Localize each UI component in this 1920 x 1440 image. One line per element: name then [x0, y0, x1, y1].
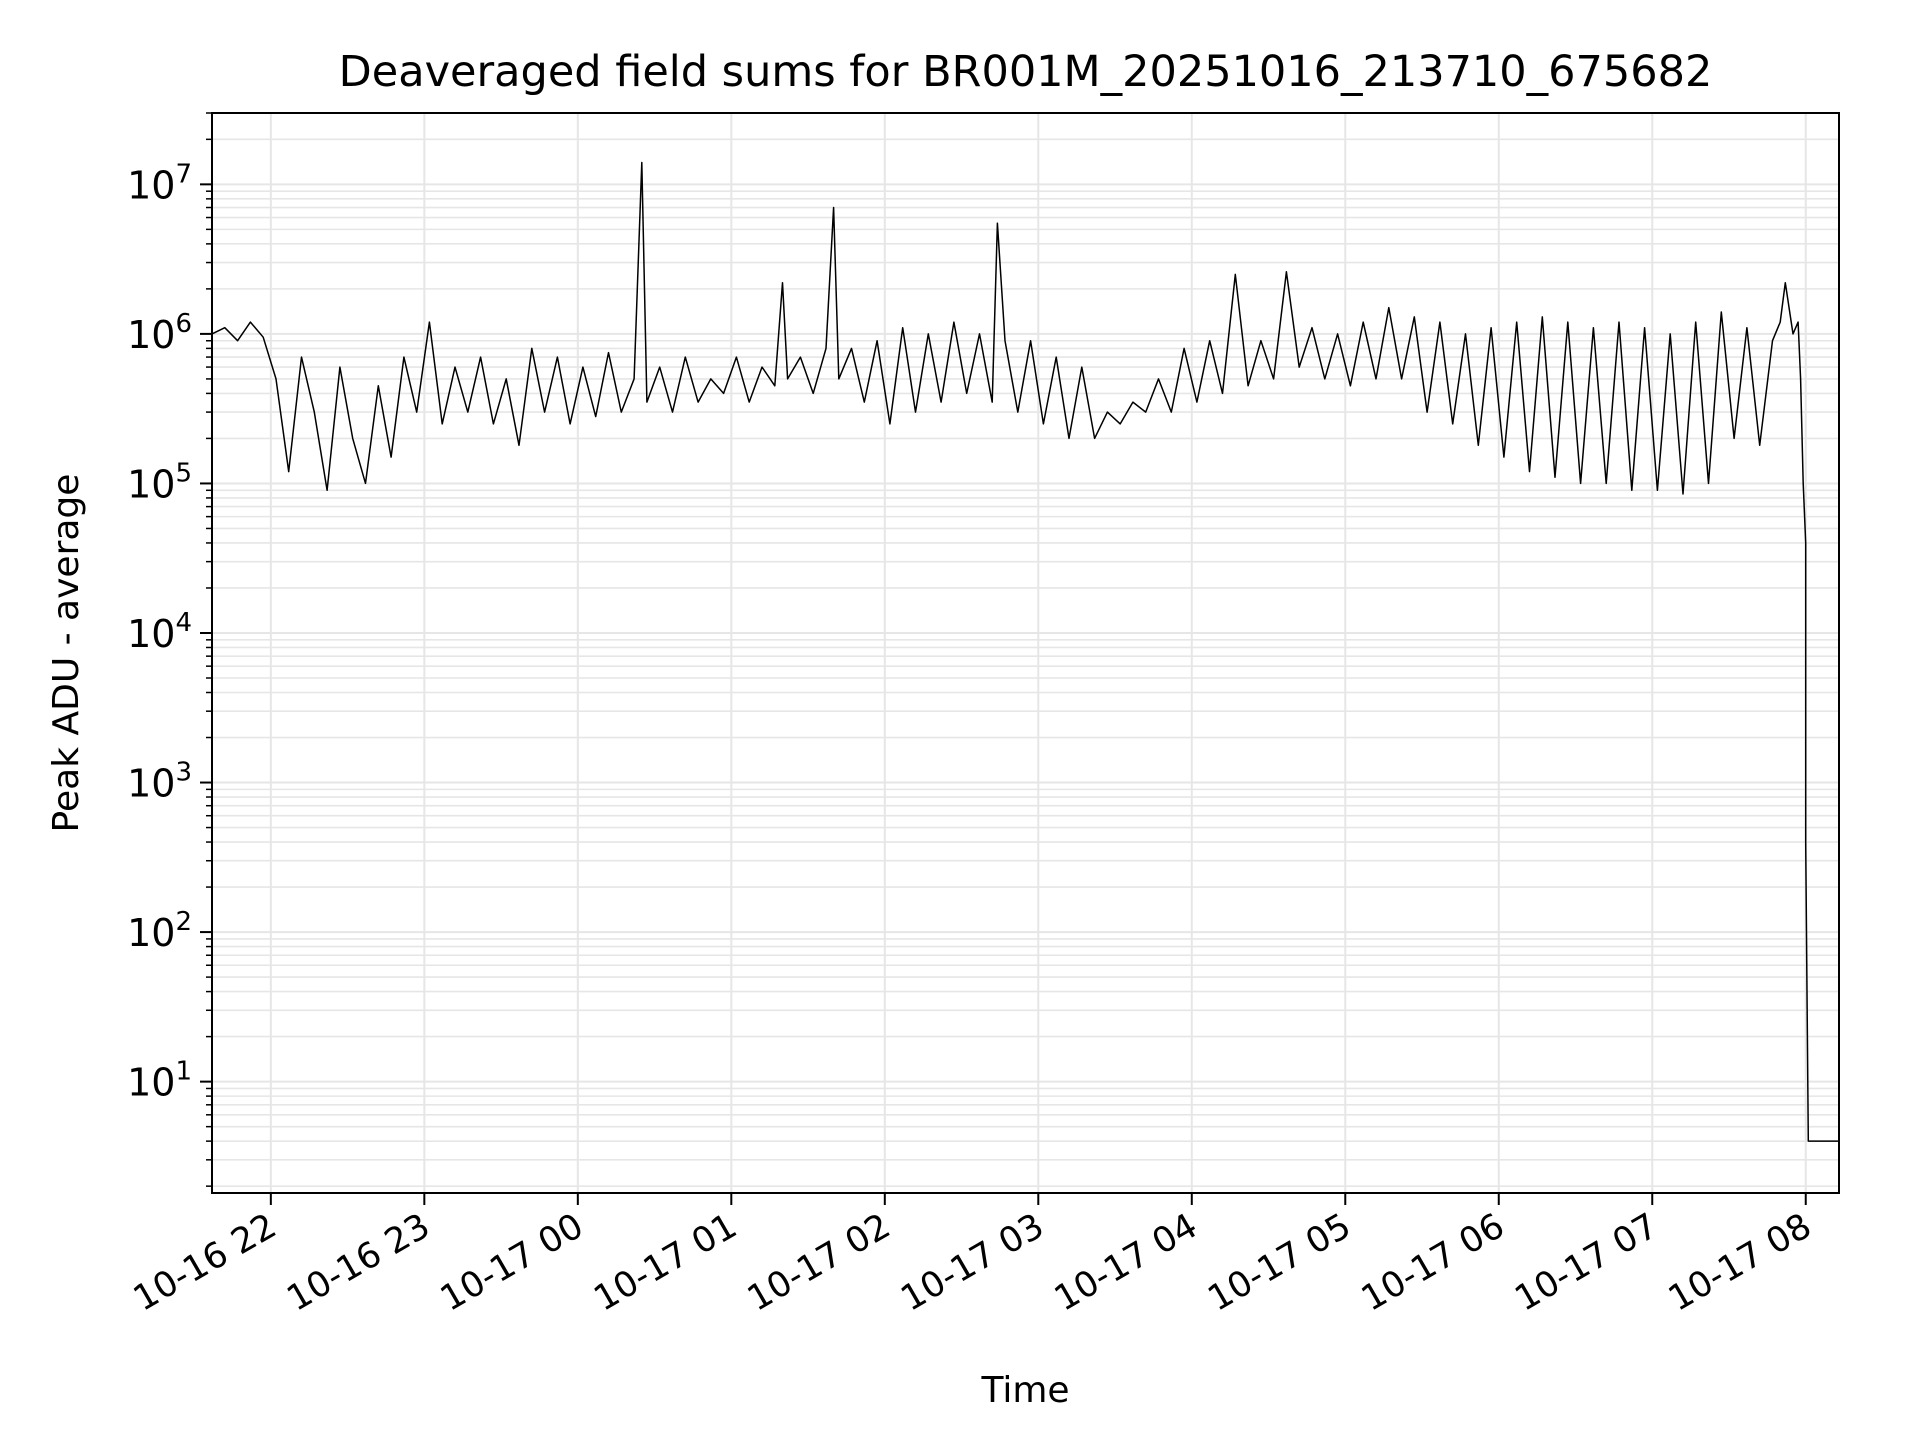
axes-frame [211, 112, 1840, 1194]
x-axis-label: Time [980, 1370, 1069, 1411]
y-tick-label: 106 [127, 309, 192, 357]
grid [212, 112, 1839, 1193]
y-tick-label: 107 [127, 159, 192, 207]
plot-line-group [211, 161, 1839, 1142]
series-line [211, 161, 1839, 1142]
y-axis-label: Peak ADU - average [46, 474, 87, 833]
y-tick-label: 103 [127, 758, 192, 806]
y-tick-label: 101 [127, 1057, 192, 1105]
y-tick-label: 105 [127, 458, 192, 506]
y-ticks: 101 102 103 104 105 106 107 [127, 112, 212, 1187]
y-tick-label: 102 [127, 907, 192, 955]
chart-title: Deaveraged field sums for BR001M_2025101… [339, 47, 1713, 97]
y-tick-label: 104 [127, 608, 192, 656]
